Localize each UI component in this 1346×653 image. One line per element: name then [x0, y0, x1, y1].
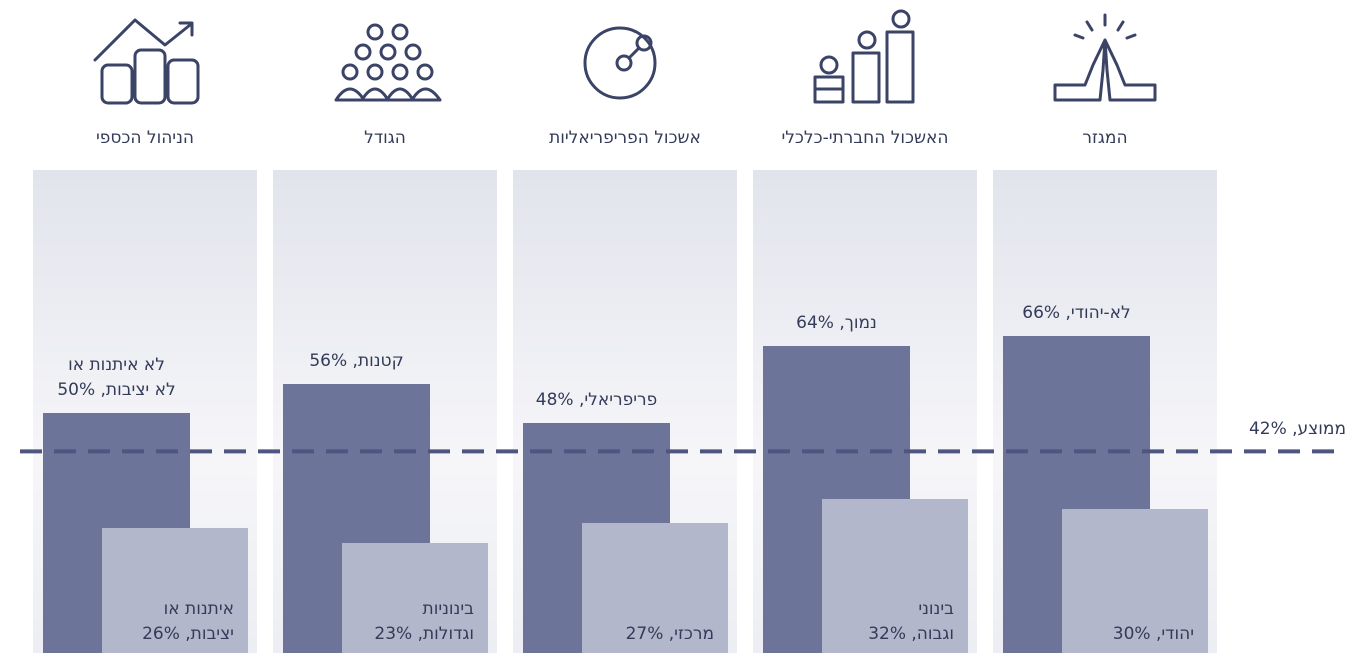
category-label: הניהול הכספי [95, 128, 195, 148]
data-label: איתנות או יציבות, 26% [142, 599, 234, 644]
data-label: נמוך, 64% [796, 312, 877, 333]
icon-finance [93, 18, 200, 105]
icon-socioeconomic [813, 9, 915, 104]
average-label: ממוצע, 42% [1248, 419, 1346, 440]
data-label: בינוניות וגדולות, 23% [374, 599, 474, 644]
data-label: בינוני וגבוה, 32% [868, 599, 954, 644]
category-label: אשכול הפריפריאליות [549, 128, 701, 148]
category-label: האשכול החברתי-כלכלי [781, 128, 949, 148]
data-label: לא-יהודי, 66% [1022, 303, 1131, 324]
data-label: מרכזי, 27% [625, 624, 714, 644]
data-label: קטנות, 56% [309, 351, 404, 372]
bar [1062, 509, 1208, 653]
data-label: לא איתנות או לא יציבות, 50% [57, 355, 176, 400]
bar [822, 499, 968, 653]
icon-size [334, 23, 442, 102]
bar [342, 542, 488, 653]
category-label: הגודל [364, 128, 406, 148]
category-label: המגזר [1082, 128, 1128, 148]
data-label: פריפריאלי, 48% [535, 389, 658, 410]
icon-periphery [583, 26, 657, 100]
bar [102, 528, 248, 653]
icon-sector [1053, 13, 1157, 102]
data-label: יהודי, 30% [1112, 624, 1194, 644]
bar [582, 523, 728, 653]
